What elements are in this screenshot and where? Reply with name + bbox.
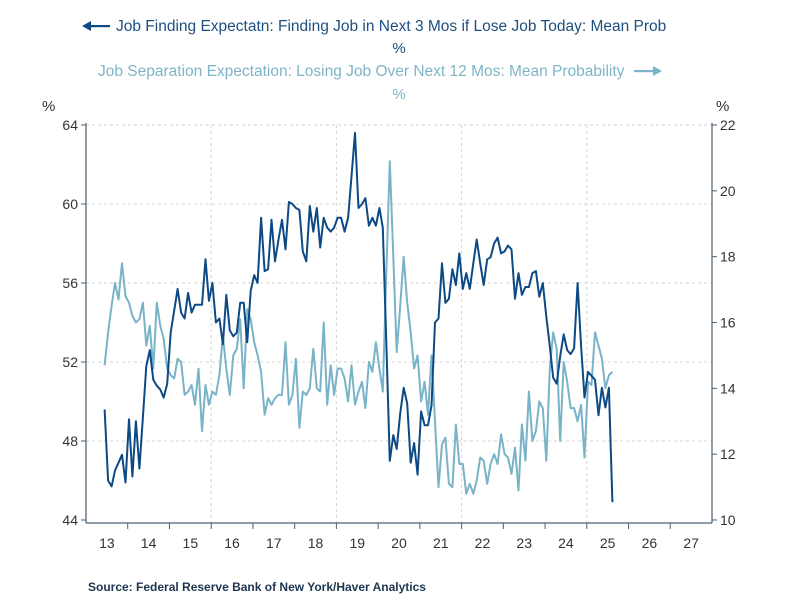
series-line-job-finding bbox=[103, 131, 614, 503]
source-note: Source: Federal Reserve Bank of New York… bbox=[88, 580, 426, 594]
left-axis-tick-label: 60 bbox=[62, 196, 78, 212]
right-axis-tick-label: 20 bbox=[720, 183, 736, 199]
left-axis-tick-label: 56 bbox=[62, 275, 78, 291]
left-axis-tick-label: 52 bbox=[62, 354, 78, 370]
right-axis-tick-label: 18 bbox=[720, 249, 736, 265]
x-axis-tick-label: 23 bbox=[516, 535, 532, 551]
arrow-right-icon bbox=[634, 63, 663, 81]
x-axis-tick-label: 15 bbox=[183, 535, 199, 551]
right-axis-tick-label: 10 bbox=[720, 512, 736, 528]
x-axis-tick-label: 24 bbox=[558, 535, 574, 551]
legend-job-finding: Job Finding Expectatn: Finding Job in Ne… bbox=[82, 18, 666, 36]
right-axis-tick-label: 22 bbox=[720, 117, 736, 133]
left-axis-unit: % bbox=[42, 98, 56, 115]
x-axis-tick-label: 18 bbox=[308, 535, 324, 551]
right-axis-tick-label: 14 bbox=[720, 380, 736, 396]
x-axis-tick-label: 26 bbox=[642, 535, 658, 551]
x-axis-tick-label: 27 bbox=[683, 535, 699, 551]
x-axis-tick-label: 16 bbox=[224, 535, 240, 551]
legend-job-separation-unit: % bbox=[392, 86, 406, 103]
left-axis-tick-label: 48 bbox=[62, 433, 78, 449]
x-axis-tick-label: 17 bbox=[266, 535, 282, 551]
legend-job-finding-unit: % bbox=[392, 40, 406, 57]
x-axis-tick-label: 13 bbox=[99, 535, 115, 551]
x-axis-tick-label: 19 bbox=[349, 535, 365, 551]
right-axis-unit: % bbox=[716, 98, 730, 115]
legend-job-separation: Job Separation Expectation: Losing Job O… bbox=[98, 63, 663, 81]
legend-job-separation-label: Job Separation Expectation: Losing Job O… bbox=[98, 63, 625, 81]
series-line-job-separation bbox=[103, 160, 614, 495]
right-axis-tick-label: 12 bbox=[720, 446, 736, 462]
left-axis-tick-label: 44 bbox=[62, 512, 78, 528]
x-axis-tick-label: 20 bbox=[391, 535, 407, 551]
x-axis-tick-label: 22 bbox=[475, 535, 491, 551]
x-axis-tick-label: 25 bbox=[600, 535, 616, 551]
x-axis-tick-label: 14 bbox=[141, 535, 157, 551]
legend-job-finding-label: Job Finding Expectatn: Finding Job in Ne… bbox=[116, 18, 667, 36]
arrow-left-icon bbox=[82, 18, 110, 36]
x-axis-tick-label: 21 bbox=[433, 535, 449, 551]
right-axis-tick-label: 16 bbox=[720, 315, 736, 331]
left-axis-tick-label: 64 bbox=[62, 117, 78, 133]
